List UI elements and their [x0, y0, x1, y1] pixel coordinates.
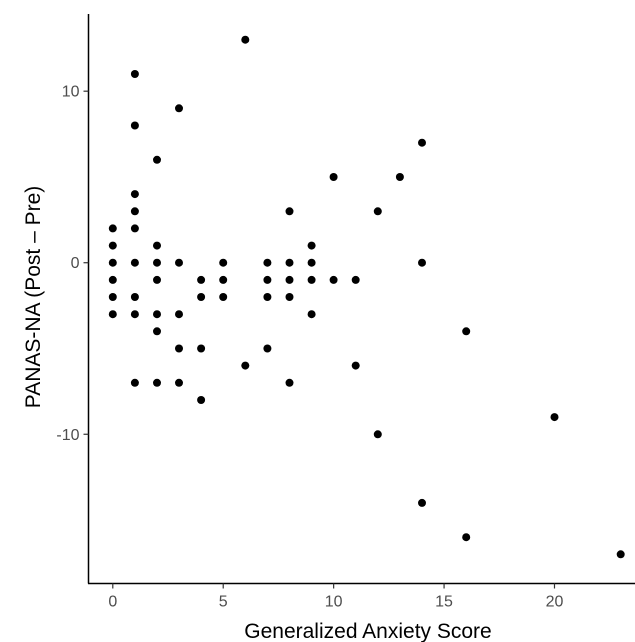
data-point	[130, 310, 139, 319]
data-point	[153, 275, 161, 284]
data-point	[329, 173, 338, 181]
data-point	[219, 258, 228, 267]
x-tick-label: 0	[108, 594, 117, 611]
data-point	[153, 155, 161, 164]
data-point	[351, 275, 360, 284]
data-point	[395, 173, 404, 181]
data-point	[462, 533, 471, 542]
data-point	[153, 258, 161, 267]
data-point	[197, 275, 206, 284]
data-point	[263, 275, 272, 284]
y-tick-label: -10	[56, 427, 79, 444]
data-point	[241, 35, 250, 44]
y-tick-label: 10	[62, 84, 80, 101]
data-point	[130, 378, 139, 387]
data-point	[351, 361, 360, 370]
data-point	[108, 224, 117, 233]
data-point	[219, 293, 228, 301]
data-point	[153, 241, 161, 250]
x-tick-label: 15	[435, 594, 453, 611]
data-point	[550, 413, 559, 422]
data-point	[130, 70, 139, 78]
data-point	[175, 310, 183, 319]
data-point	[108, 310, 117, 319]
x-axis-ticks: 0 5 10 15 20	[108, 583, 564, 611]
data-point	[329, 275, 338, 284]
x-tick-label: 20	[546, 594, 564, 611]
data-point	[175, 378, 183, 387]
y-axis-title: PANAS-NA (Post – Pre)	[22, 186, 45, 409]
data-point	[241, 361, 250, 370]
data-point	[263, 344, 272, 353]
data-point	[197, 293, 206, 301]
data-point	[108, 293, 117, 301]
data-point	[130, 190, 139, 199]
data-point	[307, 258, 316, 267]
data-point	[263, 293, 272, 301]
data-point	[285, 207, 294, 216]
data-point	[373, 430, 382, 439]
data-point	[285, 293, 294, 301]
data-point	[418, 258, 426, 267]
data-point	[197, 344, 206, 353]
data-point	[462, 327, 471, 336]
data-point	[153, 310, 161, 319]
x-axis-title: Generalized Anxiety Score	[244, 620, 491, 642]
data-point	[130, 224, 139, 233]
data-point	[307, 275, 316, 284]
data-point	[307, 310, 316, 319]
data-point	[285, 378, 294, 387]
data-point	[616, 550, 625, 559]
points-layer	[108, 35, 625, 559]
data-point	[307, 241, 316, 250]
data-point	[373, 207, 382, 216]
data-point	[285, 275, 294, 284]
data-point	[108, 241, 117, 250]
data-point	[130, 207, 139, 216]
data-point	[130, 293, 139, 301]
data-point	[418, 498, 426, 507]
x-tick-label: 5	[219, 594, 228, 611]
data-point	[108, 275, 117, 284]
data-point	[219, 275, 228, 284]
data-point	[197, 396, 206, 404]
data-point	[153, 327, 161, 336]
data-point	[418, 138, 426, 147]
data-point	[175, 344, 183, 353]
data-point	[263, 258, 272, 267]
y-axis-ticks: -10 0 10	[56, 84, 89, 444]
data-point	[130, 258, 139, 267]
data-point	[108, 258, 117, 267]
data-point	[153, 378, 161, 387]
data-point	[285, 258, 294, 267]
data-point	[130, 121, 139, 130]
data-point	[175, 104, 183, 113]
x-tick-label: 10	[325, 594, 343, 611]
data-point	[175, 258, 183, 267]
y-tick-label: 0	[71, 255, 80, 272]
